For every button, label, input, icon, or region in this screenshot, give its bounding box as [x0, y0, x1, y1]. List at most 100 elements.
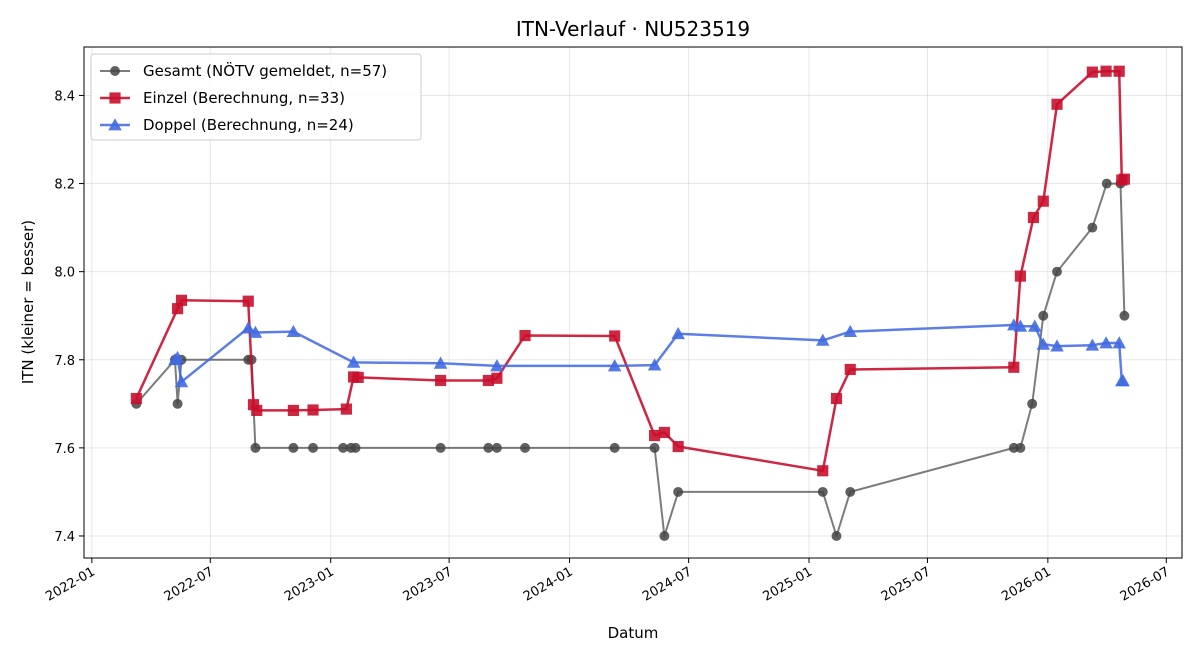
x-axis-label: Datum [608, 624, 659, 642]
data-point [830, 392, 843, 405]
data-point [288, 442, 299, 453]
legend-marker [110, 66, 120, 76]
data-point [1119, 310, 1130, 321]
data-point [672, 440, 684, 453]
data-point [435, 374, 447, 387]
data-point [1087, 222, 1098, 233]
data-point [1013, 319, 1028, 332]
data-point [1027, 211, 1040, 224]
chart-title: ITN-Verlauf · NU523519 [516, 17, 750, 41]
legend-marker [108, 118, 122, 131]
data-point [490, 359, 504, 372]
x-tick-label: 2023-07 [401, 564, 456, 604]
data-point [519, 329, 531, 342]
y-tick-label: 8.2 [54, 178, 75, 193]
data-point [483, 442, 494, 453]
data-point [831, 531, 842, 541]
data-point [1100, 65, 1112, 77]
data-point [1038, 310, 1049, 321]
data-point [174, 375, 189, 388]
data-point [1101, 178, 1112, 189]
data-point [171, 303, 184, 315]
data-point [1085, 338, 1100, 351]
series-line [174, 323, 1124, 384]
series-square [130, 65, 1130, 477]
y-tick-label: 7.8 [54, 354, 75, 369]
x-axis: 2022-01 2022-07 2023-01 2023-07 2024-01 2024-… [43, 558, 1172, 605]
y-tick-label: 7.6 [54, 442, 75, 457]
y-tick-label: 8.4 [54, 89, 75, 104]
data-point [845, 486, 856, 497]
data-point [1028, 319, 1042, 332]
legend-label: Doppel (Berechnung, n=24) [143, 116, 354, 134]
data-point [1008, 361, 1020, 373]
data-point [1052, 266, 1062, 277]
data-point [1015, 442, 1026, 453]
data-point [247, 399, 260, 411]
data-point [130, 392, 142, 405]
data-point [1118, 173, 1130, 185]
y-axis: 7.4 7.6 7.8 8.0 8.2 8.4 [54, 89, 84, 545]
legend-entry: Doppel (Berechnung, n=24) [100, 116, 354, 134]
data-point [308, 442, 318, 453]
x-tick-label: 2024-07 [640, 564, 695, 604]
data-point [649, 442, 660, 453]
data-point [250, 442, 261, 453]
data-point [352, 371, 364, 383]
data-point [1112, 336, 1126, 349]
data-point [287, 404, 299, 417]
data-point [1051, 98, 1063, 110]
x-tick-label: 2023-01 [282, 564, 337, 604]
data-point [673, 486, 684, 497]
x-tick-label: 2026-07 [1118, 564, 1173, 604]
data-point [817, 465, 829, 477]
x-tick-label: 2024-01 [521, 564, 576, 604]
x-tick-label: 2025-07 [879, 564, 934, 604]
data-point [350, 442, 361, 453]
data-point [658, 426, 670, 439]
legend-marker [109, 92, 121, 104]
data-point [647, 358, 662, 371]
y-axis-label: ITN (kleiner = besser) [19, 220, 37, 384]
y-tick-label: 8.0 [54, 266, 75, 281]
data-point [609, 442, 620, 453]
data-point [659, 531, 670, 541]
legend-box [90, 53, 422, 141]
data-point [170, 350, 185, 363]
data-point [607, 359, 622, 372]
data-point [435, 442, 446, 453]
data-point [346, 355, 361, 368]
data-point [844, 363, 856, 376]
data-point [172, 398, 183, 409]
x-tick-label: 2026-01 [999, 564, 1054, 604]
data-point [175, 294, 188, 306]
series-line [135, 69, 1125, 473]
data-point [248, 325, 263, 338]
series-triangle [168, 318, 1130, 388]
data-point [1050, 339, 1064, 352]
data-point [649, 429, 661, 442]
legend-label: Gesamt (NÖTV gemeldet, n=57) [143, 61, 387, 80]
legend-entry: Einzel (Berechnung, n=33) [100, 89, 345, 107]
data-point [491, 442, 502, 453]
data-point [286, 324, 301, 337]
data-point [609, 330, 621, 342]
x-tick-label: 2025-01 [760, 564, 815, 604]
data-point [520, 442, 530, 453]
data-point [340, 403, 352, 415]
data-point [491, 372, 503, 384]
data-point [433, 356, 448, 369]
data-point [1086, 66, 1098, 78]
data-point [1014, 270, 1026, 282]
legend-label: Einzel (Berechnung, n=33) [143, 89, 345, 107]
data-point [843, 324, 857, 337]
data-point [817, 486, 828, 497]
x-tick-label: 2022-01 [43, 564, 98, 604]
data-point [671, 327, 685, 340]
data-point [251, 404, 263, 417]
data-point [307, 404, 319, 416]
plot-frame [83, 46, 1183, 559]
legend: Gesamt (NÖTV gemeldet, n=57) Einzel (Bere… [90, 53, 422, 141]
data-point [241, 321, 255, 334]
